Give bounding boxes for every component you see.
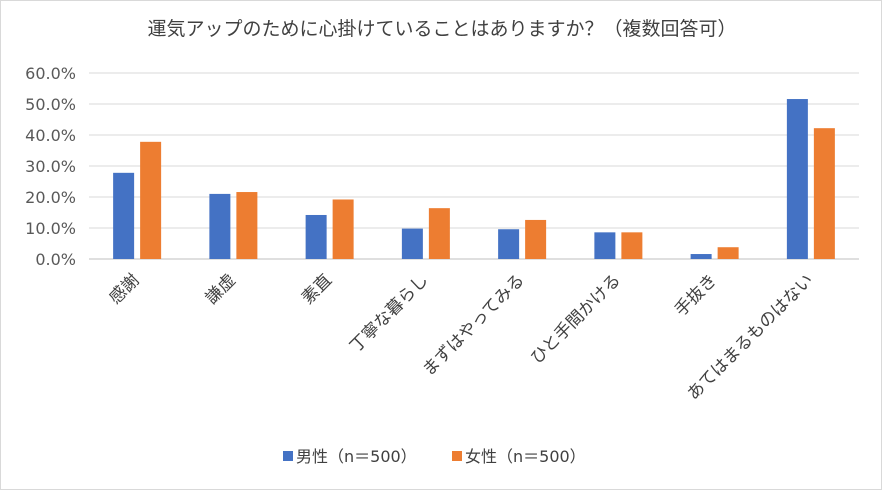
legend-swatch — [283, 451, 293, 461]
y-tick-label: 30.0% — [25, 157, 76, 176]
bar — [813, 128, 835, 259]
y-tick-label: 10.0% — [25, 219, 76, 238]
legend-swatch — [452, 451, 462, 461]
legend: 男性（n＝500） 女性（n＝500） — [283, 447, 586, 466]
bar — [525, 219, 547, 259]
bar — [690, 254, 712, 259]
legend-label: 女性（n＝500） — [465, 447, 586, 466]
y-tick-label: 50.0% — [25, 95, 76, 114]
gridlines — [89, 72, 859, 260]
category-label: ひと手間かける — [527, 270, 625, 368]
y-tick-label: 60.0% — [25, 64, 76, 83]
category-label: まずはやってみる — [419, 270, 529, 380]
category-label: 素直 — [298, 270, 336, 308]
bar — [428, 208, 450, 259]
bar — [332, 199, 354, 259]
bar — [621, 232, 643, 259]
bar — [209, 193, 231, 259]
category-label: 感謝 — [105, 270, 143, 308]
category-label: 丁寧な暮らし — [346, 270, 432, 356]
bar — [401, 228, 423, 259]
bar — [113, 172, 135, 259]
legend-label: 男性（n＝500） — [296, 447, 417, 466]
bar — [717, 247, 739, 259]
y-tick-label: 20.0% — [25, 188, 76, 207]
y-tick-label: 40.0% — [25, 126, 76, 145]
bar — [498, 229, 520, 259]
chart-title: 運気アップのために心掛けていることはありますか？（複数回答可） — [147, 18, 736, 40]
category-label: 謙虚 — [202, 270, 240, 308]
bar — [140, 141, 162, 259]
bars — [113, 99, 835, 259]
y-tick-label: 0.0% — [35, 250, 76, 269]
category-label: 手抜き — [671, 270, 721, 320]
y-tick-labels: 0.0% 10.0% 20.0% 30.0% 40.0% 50.0% 60.0% — [25, 64, 76, 269]
bar — [786, 99, 808, 259]
bar — [305, 214, 327, 259]
bar — [236, 192, 258, 259]
bar — [594, 232, 616, 259]
